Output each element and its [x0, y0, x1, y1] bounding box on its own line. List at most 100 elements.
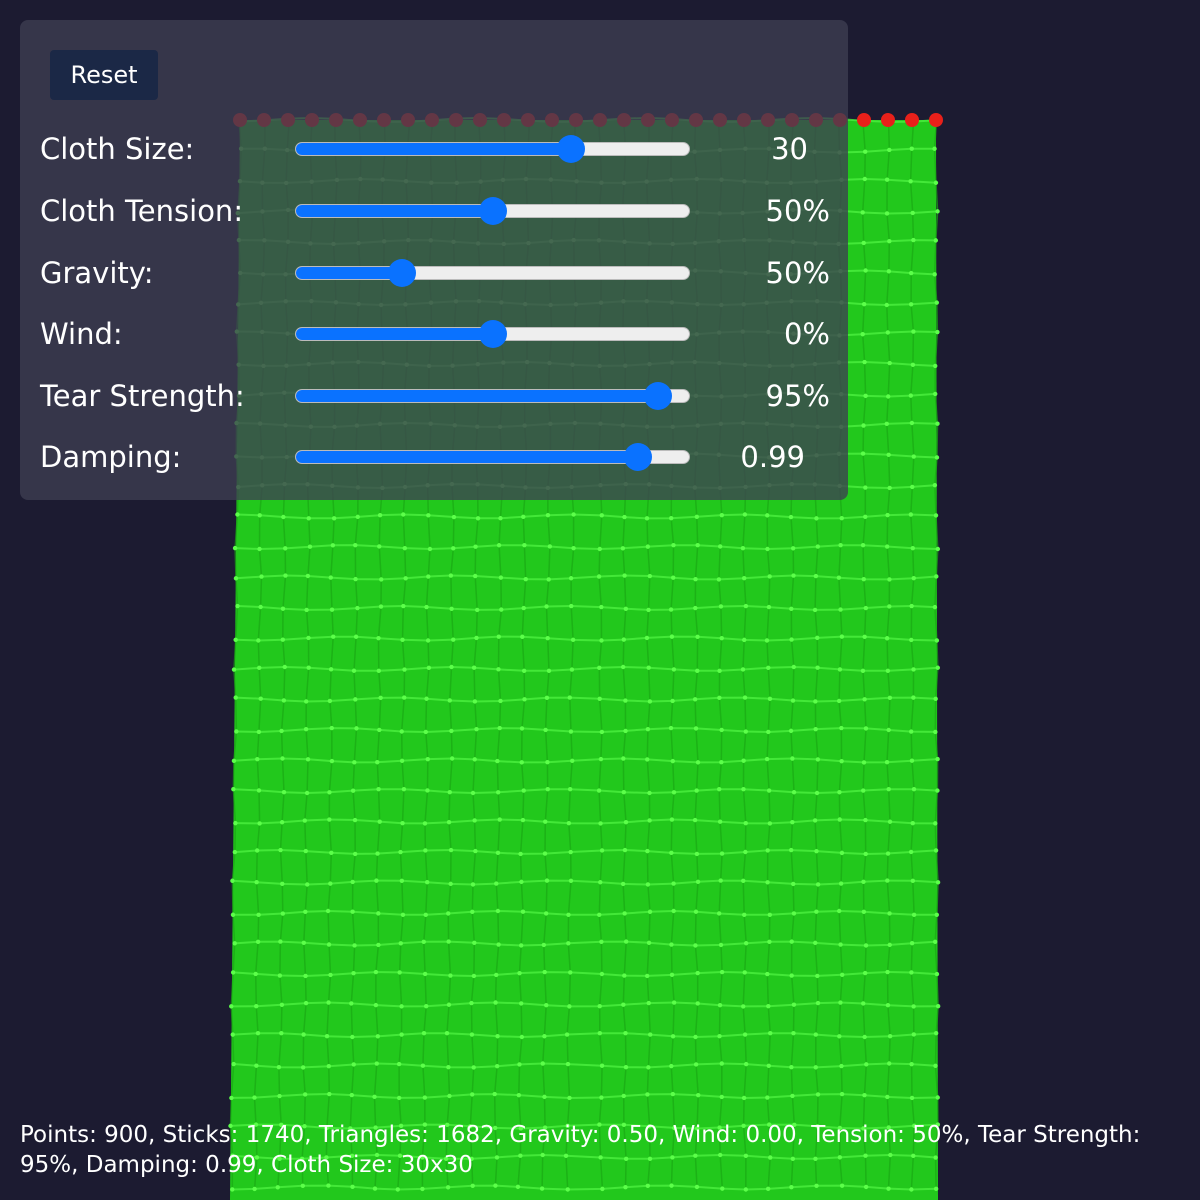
cloth-point — [646, 607, 651, 613]
cloth-point — [622, 847, 628, 853]
cloth-point — [565, 1123, 570, 1129]
cloth-point — [468, 1124, 473, 1129]
cloth-point — [397, 970, 402, 975]
cloth-point — [277, 973, 283, 978]
cloth-point — [790, 756, 795, 761]
slider[interactable] — [295, 259, 690, 287]
cloth-point — [933, 729, 938, 735]
cloth-point — [887, 911, 892, 916]
cloth-point — [670, 758, 676, 764]
cloth-point — [254, 879, 259, 885]
cloth-point — [623, 1065, 629, 1070]
cloth-point — [646, 1000, 651, 1006]
cloth-point — [909, 1061, 914, 1067]
cloth-point — [300, 1183, 306, 1189]
cloth-point — [692, 817, 698, 823]
cloth-point — [863, 393, 868, 399]
cloth-point — [543, 727, 548, 733]
cloth-point — [351, 1062, 356, 1067]
cloth-point — [398, 1123, 404, 1129]
cloth-point — [719, 851, 725, 856]
cloth-point — [861, 1001, 866, 1006]
cloth-point — [646, 665, 651, 670]
cloth-point — [304, 790, 310, 796]
slider[interactable] — [295, 443, 690, 471]
cloth-point — [350, 879, 355, 885]
cloth-point — [372, 1094, 377, 1100]
slider[interactable] — [295, 382, 690, 410]
cloth-point — [717, 1002, 723, 1008]
cloth-point — [280, 756, 285, 761]
cloth-point — [349, 1153, 355, 1158]
cloth-point — [447, 789, 452, 795]
cloth-point — [354, 726, 359, 731]
cloth-point — [886, 727, 891, 733]
cloth-point — [231, 1061, 236, 1067]
cloth-point — [303, 909, 308, 915]
cloth-point — [740, 545, 746, 551]
cloth-point — [885, 878, 890, 883]
cloth-point — [668, 725, 674, 731]
cloth-row — [233, 665, 938, 672]
cloth-point — [623, 1185, 628, 1190]
cloth-point — [305, 882, 310, 887]
cloth-point — [645, 544, 651, 549]
cloth-point — [789, 1184, 794, 1190]
cloth-point — [693, 1153, 698, 1158]
cloth-point — [256, 788, 262, 793]
cloth-point — [280, 881, 285, 887]
cloth-point — [596, 788, 602, 793]
slider[interactable] — [295, 320, 690, 348]
slider[interactable] — [295, 197, 690, 225]
cloth-point — [353, 542, 358, 548]
cloth-point — [401, 512, 406, 517]
cloth-point — [935, 1095, 940, 1100]
cloth-point — [836, 698, 842, 704]
cloth-point — [349, 1092, 354, 1098]
cloth-point — [230, 970, 236, 975]
cloth-point — [743, 729, 749, 734]
reset-button[interactable]: Reset — [50, 50, 158, 100]
cloth-point — [472, 757, 477, 762]
cloth-point — [445, 1185, 451, 1190]
cloth-point — [648, 1032, 653, 1037]
cloth-point — [884, 177, 890, 182]
cloth-point — [813, 1156, 818, 1161]
cloth-row — [234, 848, 937, 856]
cloth-point — [516, 1092, 522, 1098]
cloth-row — [231, 1092, 938, 1100]
cloth-point — [934, 638, 940, 643]
cloth-point — [740, 667, 746, 672]
cloth-point — [571, 545, 576, 551]
cloth-point — [717, 1034, 722, 1039]
cloth-point — [863, 605, 869, 611]
cloth-point — [599, 939, 604, 945]
cloth-point — [496, 543, 502, 548]
cloth-point — [445, 1122, 450, 1128]
cloth-point — [887, 695, 893, 701]
cloth-point — [911, 1004, 916, 1009]
cloth-point — [280, 911, 286, 916]
cloth-point — [545, 512, 551, 518]
cloth-point — [695, 970, 700, 976]
cloth-point — [815, 882, 821, 887]
cloth-point — [451, 546, 456, 551]
cloth-point — [493, 1183, 498, 1188]
cloth-point — [426, 513, 431, 518]
slider[interactable] — [295, 135, 690, 163]
cloth-point — [860, 210, 865, 215]
cloth-point — [515, 1184, 521, 1190]
cloth-point — [768, 1155, 773, 1160]
cloth-point — [598, 1155, 603, 1160]
cloth-point — [886, 269, 892, 274]
cloth-point — [647, 1156, 653, 1161]
cloth-point — [331, 634, 336, 639]
cloth-point — [281, 789, 287, 795]
cloth-point — [255, 1031, 261, 1036]
cloth-point — [671, 575, 676, 580]
cloth-point — [470, 790, 476, 796]
cloth-point — [599, 971, 605, 977]
cloth-point — [933, 1155, 938, 1160]
cloth-point — [565, 1187, 570, 1192]
cloth-point — [886, 394, 891, 399]
